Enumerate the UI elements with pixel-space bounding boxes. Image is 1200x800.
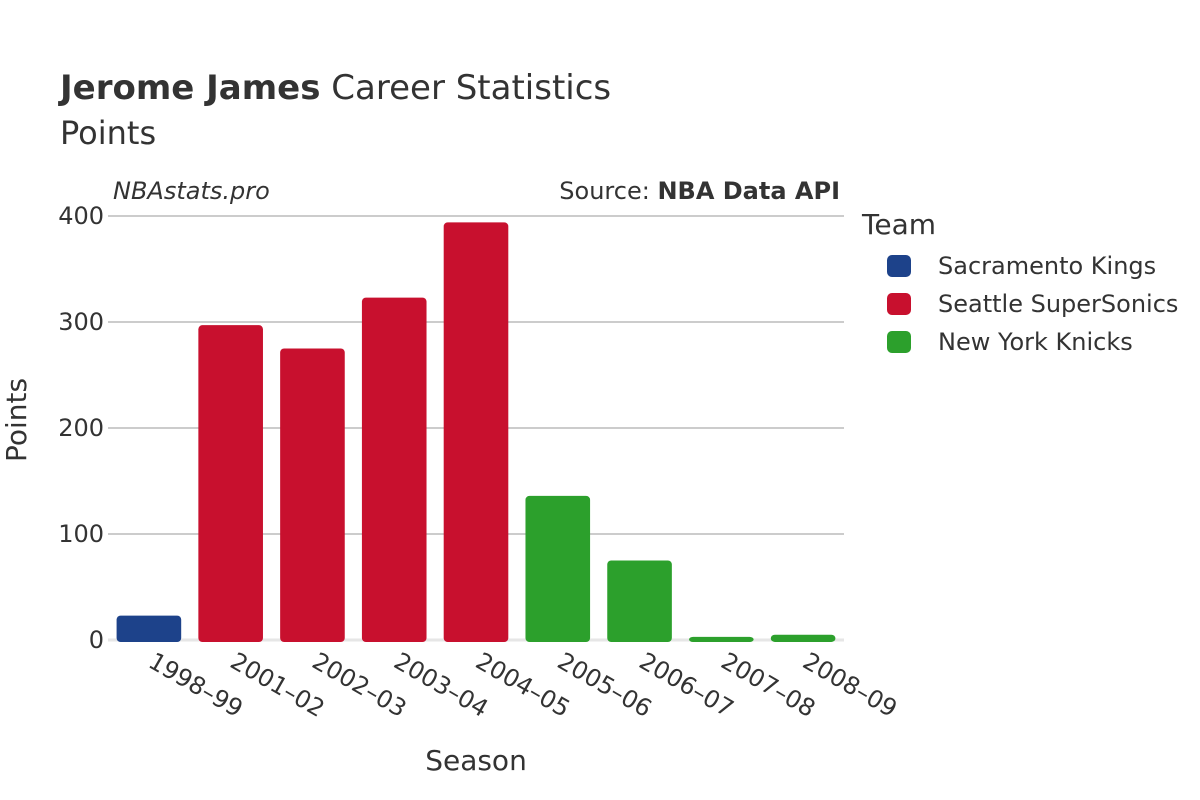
bar-1998–99 [116, 615, 182, 642]
legend-label: Sacramento Kings [938, 252, 1157, 280]
source-name: NBA Data API [657, 177, 840, 205]
y-tick-label: 300 [58, 308, 104, 336]
y-tick-label: 100 [58, 520, 104, 548]
y-tick-label: 200 [58, 414, 104, 442]
bar-2005–06 [525, 495, 591, 642]
legend-item[interactable]: Sacramento Kings [862, 247, 1178, 285]
bar-2004–05 [443, 222, 509, 643]
y-tick-labels: 0 100 200 300 400 [58, 202, 104, 654]
chart-title: Jerome James Career Statistics [60, 66, 611, 110]
legend-swatch [887, 293, 911, 315]
bars [116, 222, 836, 643]
x-axis-label: Season [425, 744, 527, 777]
y-tick-label: 0 [89, 626, 104, 654]
legend-label: Seattle SuperSonics [938, 290, 1179, 318]
y-axis-label: Points [0, 378, 33, 462]
legend-swatch [887, 255, 911, 277]
watermark: NBAstats.pro [113, 177, 270, 205]
legend-label: New York Knicks [938, 328, 1133, 356]
x-tick-label: 2008–09 [798, 647, 902, 723]
chart-subtitle: Points [60, 114, 157, 152]
title-player-name: Jerome James [60, 68, 321, 108]
legend-items: Sacramento Kings Seattle SuperSonics New Y… [862, 247, 1178, 361]
source-credit: Source: NBA Data API [559, 177, 840, 205]
y-tick-label: 400 [58, 202, 104, 230]
source-prefix: Source: [559, 177, 658, 205]
title-rest: Career Statistics [331, 68, 612, 108]
bar-2007–08 [689, 636, 754, 642]
legend-item[interactable]: New York Knicks [862, 323, 1178, 361]
legend-item[interactable]: Seattle SuperSonics [862, 285, 1178, 323]
bar-2003–04 [361, 297, 427, 642]
legend-swatch [887, 331, 911, 353]
bar-2002–03 [280, 348, 345, 642]
legend-title: Team [862, 208, 937, 241]
bar-2008–09 [770, 634, 836, 642]
x-tick-labels: 1998–992001–022002–032003–042004–052005–… [144, 647, 902, 723]
bar-2006–07 [607, 560, 672, 642]
bar-2001–02 [198, 325, 263, 642]
legend: Team Sacramento Kings Seattle SuperSonics… [862, 208, 1178, 361]
